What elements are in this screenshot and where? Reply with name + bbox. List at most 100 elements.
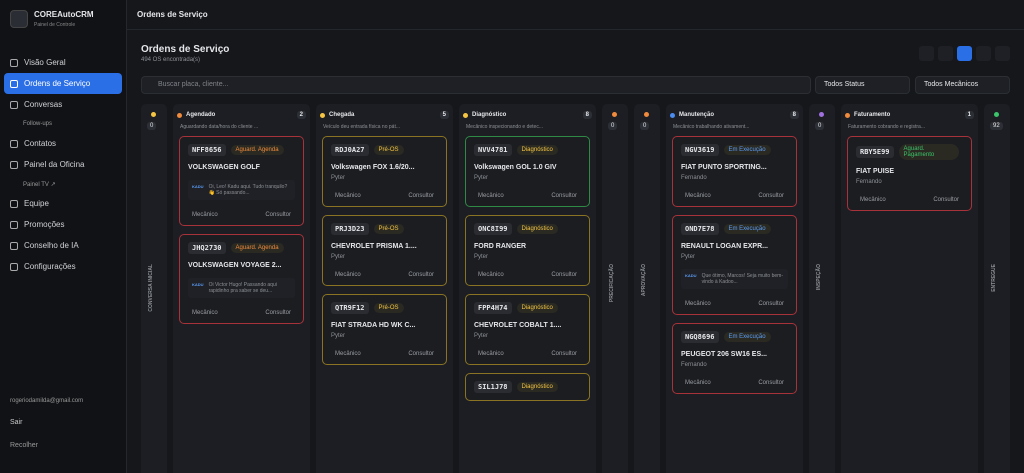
- person: Fernando: [856, 179, 882, 185]
- mechanic-button[interactable]: Mecânico: [685, 193, 711, 199]
- status-badge: Em Execução: [723, 145, 771, 155]
- status-badge: Aguard. Agenda: [230, 243, 284, 253]
- vehicle: RENAULT LOGAN EXPR...: [681, 243, 768, 250]
- os-card[interactable]: FPP4H74 Diagnóstico CHEVROLET COBALT 1....…: [465, 294, 590, 365]
- nav-item[interactable]: Ordens de Serviço: [4, 73, 122, 94]
- team-view[interactable]: [995, 46, 1010, 61]
- consultant-button[interactable]: Consultor: [265, 212, 291, 218]
- status-badge: Diagnóstico: [516, 145, 558, 155]
- nav-label: Ordens de Serviço: [24, 79, 91, 88]
- os-card[interactable]: QTR9F12 Pré-OS FIAT STRADA HD WK C... Pyter…: [322, 294, 447, 365]
- nav-label: Painel da Oficina: [24, 160, 85, 169]
- status-badge: Pré-OS: [373, 303, 404, 313]
- refresh[interactable]: [919, 46, 934, 61]
- page-subtitle: 494 OS encontrada(s): [141, 57, 201, 63]
- consultant-button[interactable]: Consultor: [551, 351, 577, 357]
- mechanic-button[interactable]: Mecânico: [192, 310, 218, 316]
- user-email: rogeriodamilda@gmail.com: [10, 398, 84, 404]
- nav-item[interactable]: Painel da Oficina: [4, 154, 122, 175]
- column-count: 0: [640, 122, 650, 130]
- person: Pyter: [331, 254, 346, 260]
- consultant-button[interactable]: Consultor: [408, 193, 434, 199]
- logout[interactable]: Sair: [10, 419, 23, 426]
- collapse[interactable]: Recolher: [10, 442, 39, 449]
- status-dot: [670, 112, 675, 118]
- os-card[interactable]: RBY5E99 Aguard. Pagamento FIAT PUISE Fernan…: [847, 136, 972, 211]
- card-footer: Mecânico Consultor: [681, 380, 788, 386]
- column-count: 0: [815, 122, 825, 130]
- os-card[interactable]: OND7E78 Em Execução RENAULT LOGAN EXPR... P…: [672, 215, 797, 315]
- plate: NGV3619: [681, 144, 719, 156]
- nav-item[interactable]: Configurações: [4, 256, 122, 277]
- sidebar: COREAutoCRM Painel de Controle Visão Gera…: [0, 0, 127, 473]
- consultant-button[interactable]: Consultor: [265, 310, 291, 316]
- main: Ordens de Serviço 494 OS encontrada(s) B…: [127, 31, 1024, 473]
- consultant-button[interactable]: Consultor: [758, 301, 784, 307]
- nav-item[interactable]: Equipe: [4, 193, 122, 214]
- os-card[interactable]: NVV4781 Diagnóstico Volkswagen GOL 1.0 GIV…: [465, 136, 590, 207]
- os-card[interactable]: NGV3619 Em Execução FIAT PUNTO SPORTING...…: [672, 136, 797, 207]
- mechanic-button[interactable]: Mecânico: [478, 351, 504, 357]
- nav-label: Painel TV ↗: [23, 181, 56, 188]
- os-card[interactable]: NGQ8696 Em Execução PEUGEOT 206 SW16 ES...…: [672, 323, 797, 394]
- os-card[interactable]: ONC8I99 Diagnóstico FORD RANGER Pyter Mecâni…: [465, 215, 590, 286]
- mechanic-button[interactable]: Mecânico: [860, 197, 886, 203]
- os-card[interactable]: PRJ3D23 Pré-OS CHEVROLET PRISMA 1.... Pyter…: [322, 215, 447, 286]
- nav-item[interactable]: Contatos: [4, 133, 122, 154]
- collapsed-column[interactable]: 0 PRECIFICAÇÃO: [602, 104, 628, 473]
- mechanic-button[interactable]: Mecânico: [335, 351, 361, 357]
- consultant-button[interactable]: Consultor: [758, 380, 784, 386]
- mechanic-button[interactable]: Mecânico: [335, 193, 361, 199]
- consultant-button[interactable]: Consultor: [408, 272, 434, 278]
- consultant-button[interactable]: Consultor: [408, 351, 434, 357]
- status-filter[interactable]: Todos Status: [815, 76, 910, 94]
- list-view[interactable]: [938, 46, 953, 61]
- column-count: 0: [608, 122, 618, 130]
- mechanic-button[interactable]: Mecânico: [192, 212, 218, 218]
- mechanic-button[interactable]: Mecânico: [685, 301, 711, 307]
- card-head: PRJ3D23 Pré-OS: [331, 223, 438, 235]
- person: Pyter: [331, 333, 346, 339]
- column-name: Diagnóstico: [472, 112, 507, 118]
- search[interactable]: Buscar placa, cliente...: [141, 76, 811, 94]
- column-header: Agendado 2: [177, 108, 306, 122]
- nav-item[interactable]: Follow-ups: [4, 115, 122, 133]
- mechanic-filter[interactable]: Todos Mecânicos: [915, 76, 1010, 94]
- collapsed-column[interactable]: 92 ENTREGUE: [984, 104, 1010, 473]
- collapsed-column[interactable]: 0 APROVAÇÃO: [634, 104, 660, 473]
- nav-item[interactable]: Painel TV ↗: [4, 175, 122, 193]
- card-footer: Mecânico Consultor: [188, 310, 295, 316]
- consultant-button[interactable]: Consultor: [551, 193, 577, 199]
- mechanic-button[interactable]: Mecânico: [335, 272, 361, 278]
- kanban-view[interactable]: [957, 46, 972, 61]
- kanban-board: 0 CONVERSA INICIAL Agendado 2 Aguardando dat…: [141, 104, 1010, 473]
- column-count: 1: [964, 111, 974, 119]
- card-footer: Mecânico Consultor: [474, 351, 581, 357]
- calendar-view[interactable]: [976, 46, 991, 61]
- os-card[interactable]: NFF8656 Aguard. Agenda VOLKSWAGEN GOLF KADU…: [179, 136, 304, 226]
- status-badge: Em Execução: [723, 224, 771, 234]
- nav-item[interactable]: Conselho de IA: [4, 235, 122, 256]
- status-dot: [320, 112, 325, 118]
- consultant-button[interactable]: Consultor: [933, 197, 959, 203]
- plate: JHQ2730: [188, 242, 226, 254]
- os-card[interactable]: JHQ2730 Aguard. Agenda VOLKSWAGEN VOYAGE 2…: [179, 234, 304, 324]
- os-card[interactable]: SIL1J78 Diagnóstico: [465, 373, 590, 401]
- column-header: Faturamento 1: [845, 108, 974, 122]
- os-card[interactable]: RDJ0A27 Pré-OS Volkswagen FOX 1.6/20... Pyt…: [322, 136, 447, 207]
- message-text: Oi Victor Hugo! Passando aqui rapidinho …: [208, 282, 277, 294]
- mechanic-button[interactable]: Mecânico: [478, 272, 504, 278]
- card-head: SIL1J78 Diagnóstico: [474, 381, 581, 393]
- nav-label: Promoções: [24, 220, 65, 229]
- collapsed-column[interactable]: 0 INSPEÇÃO: [809, 104, 835, 473]
- mechanic-button[interactable]: Mecânico: [685, 380, 711, 386]
- nav-item[interactable]: Conversas: [4, 94, 122, 115]
- collapsed-column[interactable]: 0 CONVERSA INICIAL: [141, 104, 167, 473]
- nav-item[interactable]: Promoções: [4, 214, 122, 235]
- plate: NVV4781: [474, 144, 512, 156]
- consultant-button[interactable]: Consultor: [551, 272, 577, 278]
- consultant-button[interactable]: Consultor: [758, 193, 784, 199]
- mechanic-button[interactable]: Mecânico: [478, 193, 504, 199]
- person: Pyter: [474, 333, 489, 339]
- nav-item[interactable]: Visão Geral: [4, 52, 122, 73]
